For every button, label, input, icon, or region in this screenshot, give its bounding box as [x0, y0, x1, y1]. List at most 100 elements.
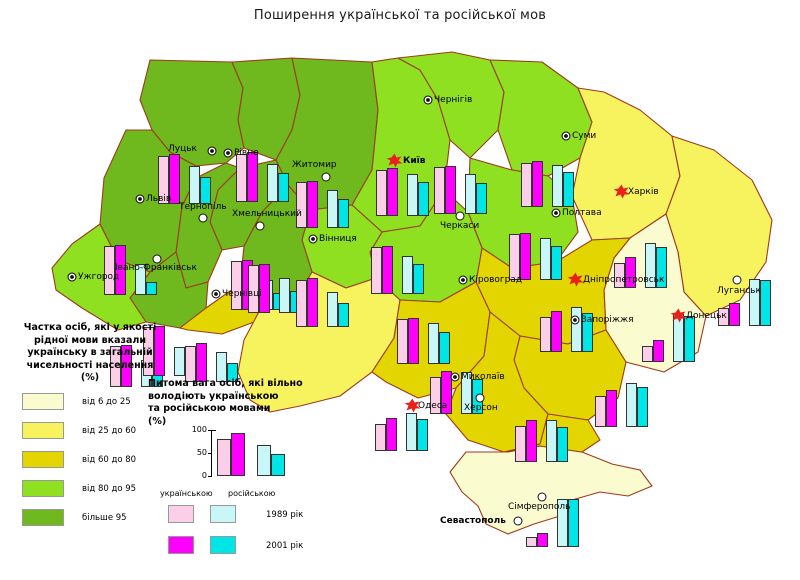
- region-chernihiv: [397, 51, 505, 159]
- bar-ukr-1989: [158, 156, 169, 204]
- city-marker-миколаїв[interactable]: [450, 372, 460, 382]
- city-dot-icon: [455, 211, 465, 221]
- bar-rus-1989: [135, 264, 146, 295]
- choropleth-swatch: [22, 421, 64, 439]
- city-marker-вінниця[interactable]: [308, 234, 318, 244]
- city-label: Кіровоград: [469, 275, 523, 285]
- city-marker-кіровоград[interactable]: [458, 275, 468, 285]
- city-marker-запоріжжя[interactable]: [570, 315, 580, 325]
- bar-rus-1989: [327, 190, 338, 228]
- city-marker-чернівці[interactable]: [211, 289, 221, 299]
- city-label: Черкаси: [440, 221, 480, 231]
- sample-chart-categories: українською російською: [150, 489, 330, 503]
- region-bar-group: [718, 274, 773, 326]
- region-bar-group: [248, 261, 303, 313]
- city-marker-севастополь[interactable]: [513, 516, 523, 526]
- city-marker-чернігів[interactable]: [423, 95, 433, 105]
- city-marker-житомир[interactable]: [321, 172, 331, 182]
- city-dot-icon: [537, 492, 547, 502]
- sample-bar-1-0: [257, 445, 271, 476]
- bar-rus-2001: [417, 419, 428, 451]
- bar-rus-1989: [546, 420, 557, 462]
- city-marker-луцьк[interactable]: [207, 146, 217, 156]
- region-bar-group: [185, 330, 240, 382]
- bar-ukr-1989: [143, 327, 154, 376]
- bar-ukr-1989: [110, 346, 121, 387]
- region-bar-group: [540, 300, 595, 352]
- bar-ukr-2001: [169, 154, 180, 204]
- city-marker-донецьк[interactable]: [670, 308, 687, 323]
- bar-ukr-1989: [376, 170, 387, 216]
- chart-y-tick: [208, 430, 212, 431]
- city-marker-одеса[interactable]: [404, 398, 421, 413]
- city-marker-суми[interactable]: [561, 131, 571, 141]
- bar-rus-1989: [189, 166, 200, 204]
- city-marker-полтава[interactable]: [551, 208, 561, 218]
- region-bar-group: [376, 164, 431, 216]
- bar-rus-1989: [279, 278, 290, 313]
- bar-ukr-2001: [259, 264, 270, 313]
- bar-ukr-2001: [196, 343, 207, 382]
- region-bar-group: [526, 495, 581, 547]
- year-swatch-ukr: [168, 505, 194, 523]
- region-bar-group: [296, 275, 351, 327]
- city-dot-icon: [450, 372, 460, 382]
- region-bar-group: [642, 310, 697, 362]
- city-label: Вінниця: [319, 234, 357, 244]
- city-label: Донецьк: [686, 311, 727, 321]
- bar-rus-2001: [637, 387, 648, 427]
- city-marker-львів[interactable]: [135, 194, 145, 204]
- bar-rus-2001: [227, 363, 238, 382]
- choropleth-swatch-label: від 25 до 60: [82, 425, 137, 436]
- city-label: Ужгород: [78, 272, 120, 282]
- bar-rus-2001: [551, 246, 562, 280]
- bar-rus-2001: [476, 183, 487, 214]
- city-label: Луцьк: [168, 144, 197, 154]
- city-marker-сімферополь[interactable]: [537, 492, 547, 502]
- bar-rus-2001: [418, 182, 429, 216]
- map-regions: [51, 51, 773, 535]
- bar-ukr-1989: [231, 261, 242, 310]
- bar-ukr-1989: [397, 319, 408, 364]
- bar-rus-1989: [571, 307, 582, 352]
- bar-rus-1989: [406, 413, 417, 451]
- choropleth-swatch-label: більше 95: [82, 512, 127, 523]
- bar-ukr-1989: [430, 377, 441, 414]
- chart-category-label: російською: [228, 489, 276, 498]
- bar-rus-2001: [200, 177, 211, 204]
- bar-ukr-2001: [606, 390, 617, 427]
- bar-ukr-2001: [386, 418, 397, 451]
- bar-ukr-2001: [653, 340, 664, 362]
- city-label: Тернопіль: [179, 202, 227, 212]
- city-marker-луганськ[interactable]: [732, 275, 742, 285]
- choropleth-legend-title-line: українську в загальній: [27, 347, 153, 358]
- city-marker-рівне[interactable]: [223, 148, 233, 158]
- city-marker-херсон[interactable]: [475, 393, 485, 403]
- bar-ukr-2001: [445, 166, 456, 214]
- bar-ukr-2001: [537, 533, 548, 547]
- city-dot-icon: [732, 275, 742, 285]
- city-marker-хмельницький[interactable]: [255, 221, 265, 231]
- city-label: Севастополь: [440, 516, 506, 526]
- region-bar-group: [296, 176, 351, 228]
- bar-ukr-2001: [408, 318, 419, 364]
- region-bar-group: [371, 242, 426, 294]
- city-marker-черкаси[interactable]: [455, 211, 465, 221]
- city-marker-київ[interactable]: [386, 153, 403, 168]
- city-marker-тернопіль[interactable]: [198, 213, 208, 223]
- bar-rus-1989: [557, 499, 568, 547]
- city-marker-ужгород[interactable]: [67, 272, 77, 282]
- city-marker-дніпропетровськ[interactable]: [567, 272, 584, 287]
- city-label: Херсон: [464, 403, 498, 413]
- city-dot-icon: [223, 148, 233, 158]
- city-marker-івано-франківськ[interactable]: [152, 254, 162, 264]
- bar-rus-1989: [552, 165, 563, 207]
- choropleth-swatch-label: від 60 до 80: [82, 454, 137, 465]
- city-marker-харків[interactable]: [613, 184, 630, 199]
- region-bar-group: [397, 312, 452, 364]
- bar-ukr-1989: [521, 163, 532, 207]
- bar-rus-2001: [568, 499, 579, 547]
- bar-rus-1989: [267, 164, 278, 202]
